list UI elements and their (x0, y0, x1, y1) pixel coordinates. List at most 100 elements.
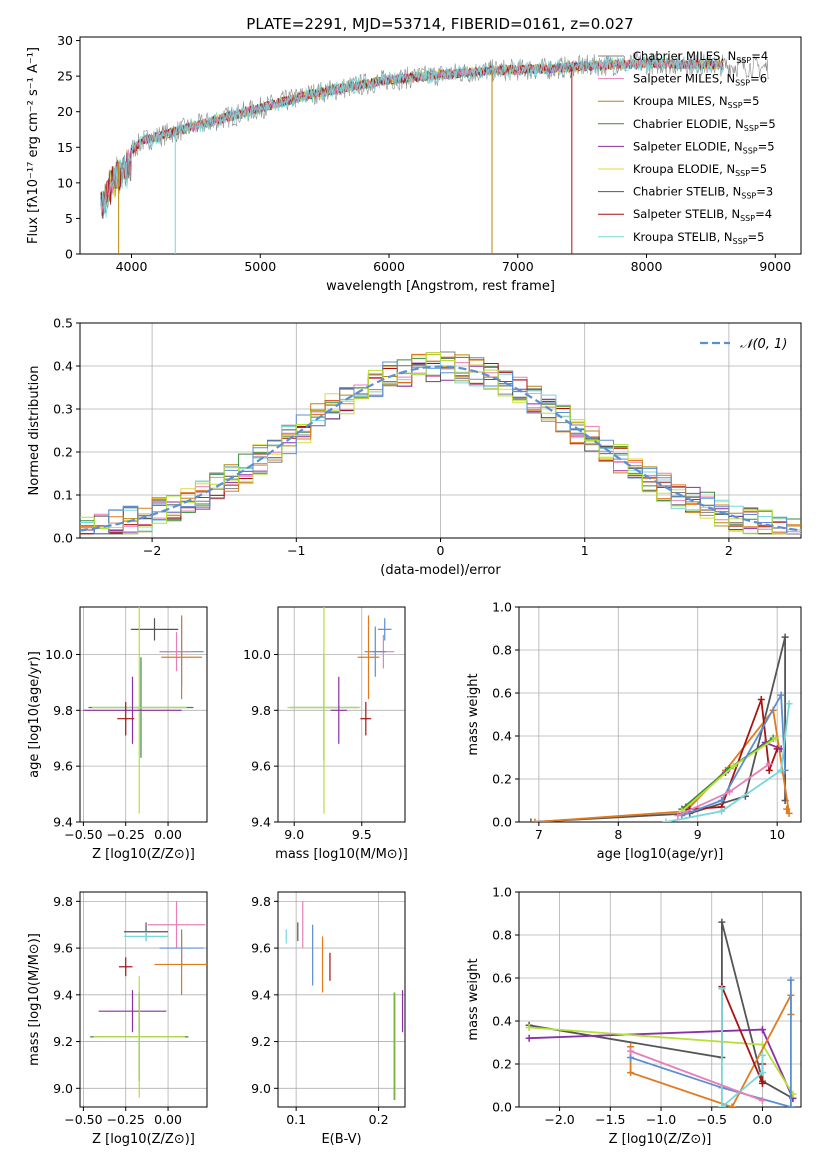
x-axis-label: E(B-V) (321, 1132, 361, 1147)
legend-label: Kroupa STELIB, NSSP=5 (633, 230, 764, 246)
y-tick-label: 20 (57, 104, 73, 119)
spectrum-line-salpeter_elodie (100, 58, 724, 213)
histogram-step-kroupa_stelib (80, 360, 801, 535)
errorbar-point (159, 632, 194, 672)
y-tick-label: 30 (57, 33, 73, 48)
y-tick-label: 0.0 (492, 815, 512, 830)
x-tick-label: 7 (535, 827, 543, 842)
series-marker (627, 1047, 635, 1055)
panel-massweight_vs_age: 7 8 9 10 0.0 0.2 0.4 0.6 0.8 1.0 age [log10(age/yr… (466, 600, 802, 862)
y-tick-label: 9.2 (251, 1034, 271, 1049)
y-tick-label: 9.4 (53, 815, 73, 830)
y-axis-label: mass weight (466, 958, 481, 1040)
panel-residuals: −2 −1 0 1 2 0.0 0.1 0.2 0.3 0.4 0.5 (data-model)/er… (27, 316, 802, 578)
x-tick-label: 0.00 (154, 827, 182, 842)
legend-label: Kroupa MILES, NSSP=5 (633, 94, 759, 110)
series-marker (718, 1103, 726, 1107)
y-tick-label: 9.6 (251, 941, 271, 956)
x-tick-label: 0 (437, 543, 445, 558)
panel-mass_vs_ebv: 0.1 0.2 9.0 9.2 9.4 9.6 9.8 E(B-V) (251, 891, 406, 1147)
spectrum-line-chabrier_elodie (100, 57, 724, 212)
histogram-step-lime (80, 354, 801, 535)
y-axis-label: Flux [fλ10⁻¹⁷ erg cm⁻² s⁻¹ A⁻¹] (26, 47, 41, 244)
x-tick-label: 6000 (373, 259, 405, 274)
series-marker (787, 1103, 795, 1107)
x-tick-label: 9 (694, 827, 702, 842)
plot-area (525, 918, 797, 1107)
series-marker (757, 695, 765, 703)
series-line (681, 691, 786, 817)
spectrum-line-kroupa_elodie (100, 57, 724, 215)
y-axis-label: age [log10(age/yr)] (27, 651, 42, 778)
axes-frame (79, 36, 802, 255)
series-marker (718, 985, 726, 993)
plot-area (80, 351, 801, 535)
x-tick-label: 7000 (502, 259, 534, 274)
errorbar-point (161, 615, 202, 700)
series-marker (718, 918, 726, 926)
series-marker (729, 762, 737, 770)
series-marker (627, 1054, 635, 1062)
x-tick-label: −1.0 (646, 1112, 676, 1127)
errorbar-point (117, 701, 135, 736)
plot-area (287, 607, 395, 814)
series-marker (718, 797, 726, 804)
y-tick-label: 25 (57, 69, 73, 84)
y-tick-label: 0.5 (53, 316, 73, 331)
y-tick-label: 1.0 (492, 885, 512, 900)
spectrum-line-salpeter_miles (100, 57, 724, 213)
axes-frame (518, 891, 802, 1108)
x-axis-label: mass [log10(M/M⊙)] (275, 847, 408, 862)
y-tick-label: 0.1 (53, 488, 73, 503)
legend: Chabrier MILES, NSSP=4 Salpeter MILES, NS… (598, 49, 776, 246)
spectrum-line-kroupa_stelib (100, 55, 724, 218)
histogram-step-blue (80, 361, 801, 535)
figure-title: PLATE=2291, MJD=53714, FIBERID=0161, z=0… (246, 15, 633, 33)
legend-label: Salpeter MILES, NSSP=6 (633, 72, 767, 88)
x-tick-label: 4000 (116, 259, 148, 274)
plot-area (90, 901, 207, 1098)
y-tick-label: 0.2 (53, 445, 73, 460)
x-tick-label: 1 (581, 543, 589, 558)
y-tick-label: 0.2 (492, 1057, 512, 1072)
y-tick-label: 0.4 (492, 1014, 512, 1029)
y-tick-label: 0.2 (492, 772, 512, 787)
series-marker (758, 1069, 766, 1077)
errorbar-point (364, 626, 387, 677)
errorbar-point (83, 676, 182, 744)
legend-label: Kroupa ELODIE, NSSP=5 (633, 162, 767, 178)
series-marker (777, 691, 785, 699)
errorbar-point (130, 618, 179, 641)
axes-frame (277, 606, 406, 823)
axes-frame (79, 891, 208, 1108)
panels: 4000 5000 6000 7000 8000 9000051015202530wave… (26, 33, 802, 1147)
series-marker (765, 760, 773, 768)
plot-area (83, 607, 204, 814)
plot-area (100, 52, 769, 254)
legend-label: Chabrier STELIB, NSSP=3 (633, 185, 773, 201)
series-marker (783, 805, 791, 813)
x-tick-label: −1 (287, 543, 305, 558)
y-tick-label: 9.4 (53, 987, 73, 1002)
panel-age_vs_mass: 9.0 9.5 9.4 9.6 9.8 10.0 mass [log10(M/M⊙)] (243, 606, 408, 862)
x-tick-label: −2 (143, 543, 161, 558)
x-tick-label: −0.50 (64, 1112, 102, 1127)
legend-label: Chabrier MILES, NSSP=4 (633, 49, 768, 65)
x-tick-label: 9.5 (352, 827, 372, 842)
spectrum-line-kroupa_miles (100, 57, 724, 213)
y-tick-label: 9.0 (251, 1081, 271, 1096)
errorbar-point (360, 701, 372, 736)
x-tick-label: −0.25 (107, 1112, 145, 1127)
panel-age_vs_Z: −0.50 −0.25 0.00 9.4 9.6 9.8 10.0 Z [log10(Z/Z⊙… (27, 606, 208, 862)
series-marker (758, 1079, 766, 1087)
errorbar-point (91, 607, 187, 814)
errorbar-point (147, 901, 206, 949)
y-tick-label: 0.0 (53, 531, 73, 546)
errorbar-point (330, 676, 347, 744)
series-marker (674, 812, 682, 820)
series-marker (525, 1023, 533, 1031)
series-marker (527, 818, 535, 822)
series-marker (627, 1069, 635, 1077)
series-line (665, 703, 790, 822)
